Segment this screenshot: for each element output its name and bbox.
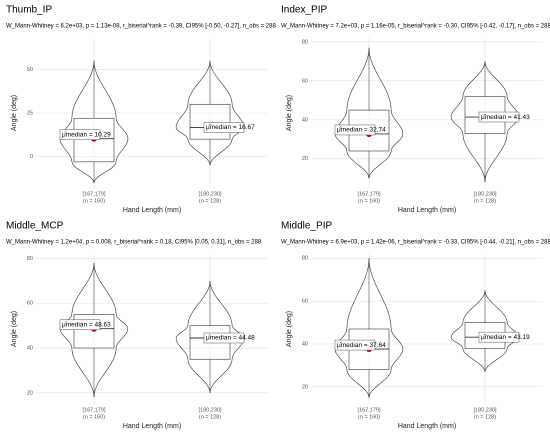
box bbox=[189, 103, 231, 140]
x-tick-label: [180,230] bbox=[199, 407, 222, 413]
median-label-box bbox=[59, 129, 101, 140]
x-tick-label: [180,230] bbox=[474, 407, 497, 413]
x-axis-label: Hand Length (mm) bbox=[123, 207, 181, 214]
y-tick-label: 0 bbox=[30, 154, 33, 160]
median-label: μ̂median = 16.67 bbox=[206, 124, 255, 131]
panel-subtitle: W_Mann-Whitney = 6.9e+03, p = 1.42e-06, … bbox=[281, 240, 550, 246]
median-label-box bbox=[59, 319, 101, 330]
x-tick-label: [167,179] bbox=[83, 191, 106, 197]
y-axis-label: Angle (deg) bbox=[11, 311, 18, 347]
y-tick-label: 60 bbox=[27, 301, 33, 307]
plot-background bbox=[311, 254, 543, 404]
y-tick-label: 20 bbox=[302, 384, 308, 390]
y-axis-label: Angle (deg) bbox=[286, 95, 293, 131]
median-label-box bbox=[203, 122, 245, 133]
y-tick-label: 80 bbox=[302, 256, 308, 262]
count-label: (n = 128) bbox=[199, 198, 221, 204]
count-label: (n = 160) bbox=[83, 198, 105, 204]
y-tick-label: 80 bbox=[302, 39, 308, 45]
y-tick-label: 60 bbox=[302, 78, 308, 84]
panel: Middle_PIP W_Mann-Whitney = 6.9e+03, p = … bbox=[281, 221, 550, 430]
x-tick-label: [167,179] bbox=[358, 407, 381, 413]
median-label: μ̂median = 43.19 bbox=[481, 334, 530, 341]
panel-title: Index_PIP bbox=[281, 5, 327, 16]
y-axis-label: Angle (deg) bbox=[11, 95, 18, 131]
count-label: (n = 128) bbox=[474, 198, 496, 204]
y-axis-label: Angle (deg) bbox=[286, 311, 293, 347]
y-tick-label: 40 bbox=[302, 341, 308, 347]
x-axis-label: Hand Length (mm) bbox=[398, 207, 456, 214]
x-tick-label: [167,179] bbox=[83, 407, 106, 413]
x-tick-label: [180,230] bbox=[474, 191, 497, 197]
panel: Thumb_IP W_Mann-Whitney = 6.2e+03, p = 1.… bbox=[6, 5, 276, 214]
count-label: (n = 160) bbox=[358, 198, 380, 204]
median-label-box bbox=[334, 124, 376, 136]
y-tick-label: 60 bbox=[302, 299, 308, 305]
y-tick-label: 20 bbox=[27, 390, 33, 396]
violin bbox=[450, 61, 520, 183]
median-label-box bbox=[203, 332, 245, 344]
count-label: (n = 160) bbox=[83, 414, 105, 420]
count-label: (n = 128) bbox=[199, 414, 221, 420]
median-label-box bbox=[478, 111, 520, 123]
panel-title: Middle_PIP bbox=[281, 221, 332, 232]
panel-subtitle: W_Mann-Whitney = 1.2e+04, p = 0.008, r_b… bbox=[6, 240, 262, 246]
panel-subtitle: W_Mann-Whitney = 6.2e+03, p = 1.13e-08, … bbox=[6, 24, 276, 30]
median-label: μ̂median = 32.74 bbox=[337, 127, 386, 134]
median-label: μ̂median = 10.29 bbox=[62, 131, 111, 138]
y-tick-label: 40 bbox=[27, 345, 33, 351]
violin bbox=[334, 258, 404, 398]
median-label: μ̂median = 41.43 bbox=[481, 114, 530, 121]
count-label: (n = 128) bbox=[474, 414, 496, 420]
median-label-box bbox=[334, 339, 376, 351]
median-label: μ̂median = 48.63 bbox=[62, 321, 111, 328]
median-label: μ̂median = 44.48 bbox=[206, 335, 255, 342]
y-tick-label: 80 bbox=[27, 256, 33, 262]
x-axis-label: Hand Length (mm) bbox=[398, 423, 456, 430]
x-tick-label: [167,179] bbox=[358, 191, 381, 197]
panel-subtitle: W_Mann-Whitney = 7.2e+03, p = 1.16e-05, … bbox=[281, 24, 550, 30]
y-tick-label: 50 bbox=[27, 67, 33, 73]
y-tick-label: 25 bbox=[27, 110, 33, 116]
violin bbox=[59, 60, 129, 184]
x-axis-label: Hand Length (mm) bbox=[123, 423, 181, 430]
count-label: (n = 160) bbox=[358, 414, 380, 420]
y-tick-label: 40 bbox=[302, 117, 308, 123]
panel: Middle_MCP W_Mann-Whitney = 1.2e+04, p = … bbox=[6, 221, 268, 430]
y-tick-label: 20 bbox=[302, 156, 308, 162]
median-label-box bbox=[478, 331, 520, 343]
panel-title: Thumb_IP bbox=[6, 5, 52, 16]
x-tick-label: [180,230] bbox=[199, 191, 222, 197]
panel-title: Middle_MCP bbox=[6, 221, 64, 232]
panel: Index_PIP W_Mann-Whitney = 7.2e+03, p = 1… bbox=[281, 5, 550, 214]
violin bbox=[59, 262, 129, 398]
median-label: μ̂median = 37.64 bbox=[337, 342, 386, 349]
